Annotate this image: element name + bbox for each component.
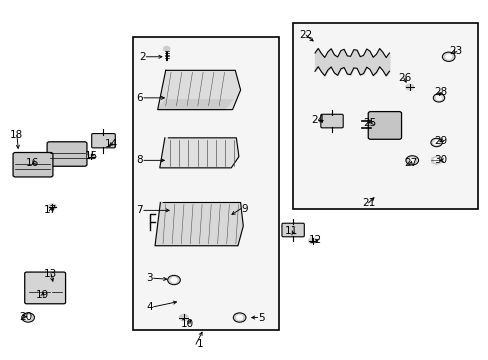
Text: 21: 21 [362,198,375,208]
Text: 14: 14 [105,139,118,149]
Text: 2: 2 [139,52,145,62]
Circle shape [308,238,316,244]
Circle shape [163,46,169,51]
FancyBboxPatch shape [92,134,115,148]
Text: 4: 4 [146,302,153,312]
Text: 5: 5 [258,312,264,323]
Bar [132,37,278,330]
Circle shape [22,313,34,322]
Circle shape [48,204,56,210]
Text: 15: 15 [84,151,98,161]
FancyBboxPatch shape [13,153,53,177]
Circle shape [171,278,177,282]
Text: 19: 19 [35,290,49,300]
Circle shape [179,314,187,321]
Polygon shape [155,203,243,246]
FancyBboxPatch shape [282,223,304,237]
Text: 7: 7 [136,205,143,215]
Text: 23: 23 [448,46,461,57]
Text: 26: 26 [397,73,410,83]
Text: 12: 12 [308,235,322,245]
Circle shape [430,138,441,147]
Text: 11: 11 [285,226,298,236]
Text: 16: 16 [26,158,39,168]
Text: 3: 3 [146,273,153,283]
Circle shape [167,275,180,285]
Text: 10: 10 [180,319,193,329]
Bar [292,23,477,208]
Circle shape [88,154,95,159]
Polygon shape [160,138,239,168]
Polygon shape [158,100,232,110]
Text: 28: 28 [434,87,447,98]
Text: 18: 18 [10,130,23,140]
Text: 24: 24 [311,115,324,125]
Text: 20: 20 [20,312,32,322]
Text: 22: 22 [298,30,311,40]
Circle shape [236,315,242,320]
Text: 27: 27 [403,158,416,168]
Text: 29: 29 [434,136,447,147]
Circle shape [405,84,413,90]
FancyBboxPatch shape [47,142,87,166]
Text: 9: 9 [241,203,248,213]
Polygon shape [158,70,240,110]
Circle shape [408,158,414,162]
Text: 30: 30 [434,156,447,165]
Text: 13: 13 [43,269,57,279]
Circle shape [433,158,438,162]
FancyBboxPatch shape [320,114,343,128]
Circle shape [433,140,438,144]
Text: 1: 1 [196,339,203,349]
FancyBboxPatch shape [367,112,401,139]
Text: 6: 6 [136,93,143,103]
Circle shape [25,315,31,320]
Text: 8: 8 [136,156,143,165]
FancyBboxPatch shape [25,272,65,304]
Circle shape [435,96,441,100]
Text: 17: 17 [43,204,57,215]
Circle shape [233,313,245,322]
Circle shape [405,156,418,165]
Text: 25: 25 [363,118,376,128]
Circle shape [442,52,454,62]
Circle shape [445,55,451,59]
Circle shape [432,94,444,102]
